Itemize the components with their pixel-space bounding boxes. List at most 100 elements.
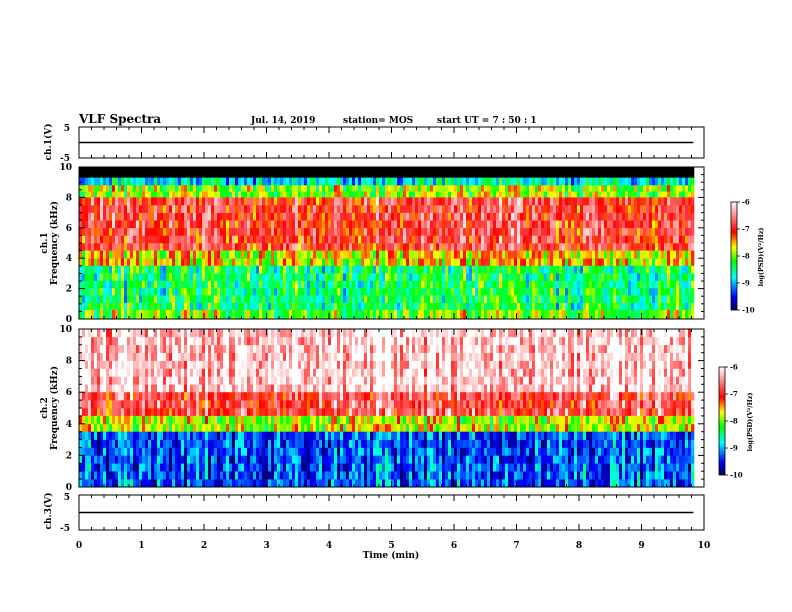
spectrogram-cell xyxy=(643,185,647,192)
spectrogram-cell xyxy=(232,280,236,289)
spectrogram-cell xyxy=(193,220,197,229)
spectrogram-cell xyxy=(340,227,344,236)
spectrogram-cell xyxy=(682,287,686,296)
spectrogram-cell xyxy=(130,167,134,178)
spectrogram-cell xyxy=(247,302,251,311)
spectrogram-cell xyxy=(580,287,584,296)
spectrogram-cell xyxy=(565,191,569,198)
spectrogram-cell xyxy=(205,273,209,281)
spectrogram-cell xyxy=(103,439,107,448)
spectrogram-cell xyxy=(286,212,290,221)
spectrogram-cell xyxy=(688,258,692,267)
spectrogram-cell xyxy=(157,185,161,192)
spectrogram-cell xyxy=(166,197,170,206)
spectrogram-cell xyxy=(661,302,665,311)
spectrogram-cell xyxy=(574,177,578,186)
spectrogram-cell xyxy=(454,265,458,274)
spectrogram-cell xyxy=(295,243,299,251)
spectrogram-cell xyxy=(388,243,392,251)
spectrogram-cell xyxy=(148,336,152,346)
spectrogram-cell xyxy=(397,185,401,192)
spectrogram-cell xyxy=(136,431,140,440)
spectrogram-cell xyxy=(100,376,104,385)
spectrogram-cell xyxy=(688,197,692,206)
spectrogram-cell xyxy=(193,295,197,303)
spectrogram-cell xyxy=(136,360,140,369)
spectrogram-cell xyxy=(79,439,83,448)
spectrogram-cell xyxy=(91,273,95,281)
spectrogram-cell xyxy=(595,167,599,178)
spectrogram-cell xyxy=(478,191,482,198)
spectrogram-cell xyxy=(154,167,158,178)
spectrogram-cell xyxy=(454,227,458,236)
spectrogram-cell xyxy=(436,220,440,229)
spectrogram-cell xyxy=(373,287,377,296)
spectrogram-cell xyxy=(538,280,542,289)
spectrogram-cell xyxy=(82,360,86,369)
spectrogram-cell xyxy=(94,205,98,213)
spectrogram-cell xyxy=(661,287,665,296)
spectrogram-cell xyxy=(163,376,167,385)
spectrogram-cell xyxy=(310,287,314,296)
spectrogram-cell xyxy=(292,302,296,311)
spectrogram-cell xyxy=(508,205,512,213)
spectrogram-cell xyxy=(91,439,95,448)
spectrogram-cell xyxy=(631,212,635,221)
spectrogram-cell xyxy=(610,185,614,192)
spectrogram-cell xyxy=(229,235,233,244)
spectrogram-cell xyxy=(418,191,422,198)
spectrogram-cell xyxy=(91,479,95,488)
spectrogram-cell xyxy=(535,197,539,206)
spectrogram-cell xyxy=(235,197,239,206)
spectrogram-cell xyxy=(628,235,632,244)
spectrogram-cell xyxy=(94,280,98,289)
spectrogram-cell xyxy=(259,235,263,244)
spectrogram-cell xyxy=(427,243,431,251)
spectrogram-cell xyxy=(409,205,413,213)
spectrogram-cell xyxy=(505,250,509,259)
spectrogram-cell xyxy=(400,177,404,186)
spectrogram-cell xyxy=(673,167,677,178)
spectrogram-cell xyxy=(403,273,407,281)
spectrogram-cell xyxy=(349,250,353,259)
spectrogram-cell xyxy=(151,423,155,432)
spectrogram-cell xyxy=(100,212,104,221)
spectrogram-cell xyxy=(490,197,494,206)
spectrogram-cell xyxy=(154,471,158,480)
spectrogram-cell xyxy=(331,177,335,186)
spectrogram-cell xyxy=(154,360,158,369)
spectrogram-cell xyxy=(175,235,179,244)
spectrogram-cell xyxy=(172,177,176,186)
spectrogram-cell xyxy=(508,265,512,274)
spectrogram-cell xyxy=(169,302,173,311)
spectrogram-cell xyxy=(82,258,86,267)
spectrogram-cell xyxy=(304,197,308,206)
spectrogram-cell xyxy=(148,258,152,267)
spectrogram-cell xyxy=(376,220,380,229)
spectrogram-cell xyxy=(412,205,416,213)
spectrogram-cell xyxy=(184,302,188,311)
spectrogram-cell xyxy=(655,295,659,303)
spectrogram-cell xyxy=(85,384,89,393)
spectrogram-cell xyxy=(118,344,122,353)
spectrogram-cell xyxy=(406,212,410,221)
spectrogram-cell xyxy=(298,227,302,236)
spectrogram-cell xyxy=(676,235,680,244)
spectrogram-cell xyxy=(442,287,446,296)
spectrogram-cell xyxy=(328,212,332,221)
spectrogram-cell xyxy=(298,309,302,320)
spectrogram-cell xyxy=(121,360,125,369)
spectrogram-cell xyxy=(379,185,383,192)
spectrogram-cell xyxy=(409,212,413,221)
spectrogram-cell xyxy=(580,220,584,229)
spectrogram-cell xyxy=(583,220,587,229)
spectrogram-cell xyxy=(550,205,554,213)
spectrogram-cell xyxy=(661,197,665,206)
spectrogram-cell xyxy=(472,212,476,221)
spectrogram-cell xyxy=(553,258,557,267)
spectrogram-cell xyxy=(139,235,143,244)
spectrogram-cell xyxy=(124,302,128,311)
spectrogram-cell xyxy=(556,197,560,206)
spectrogram-cell xyxy=(463,167,467,178)
spectrogram-cell xyxy=(625,258,629,267)
